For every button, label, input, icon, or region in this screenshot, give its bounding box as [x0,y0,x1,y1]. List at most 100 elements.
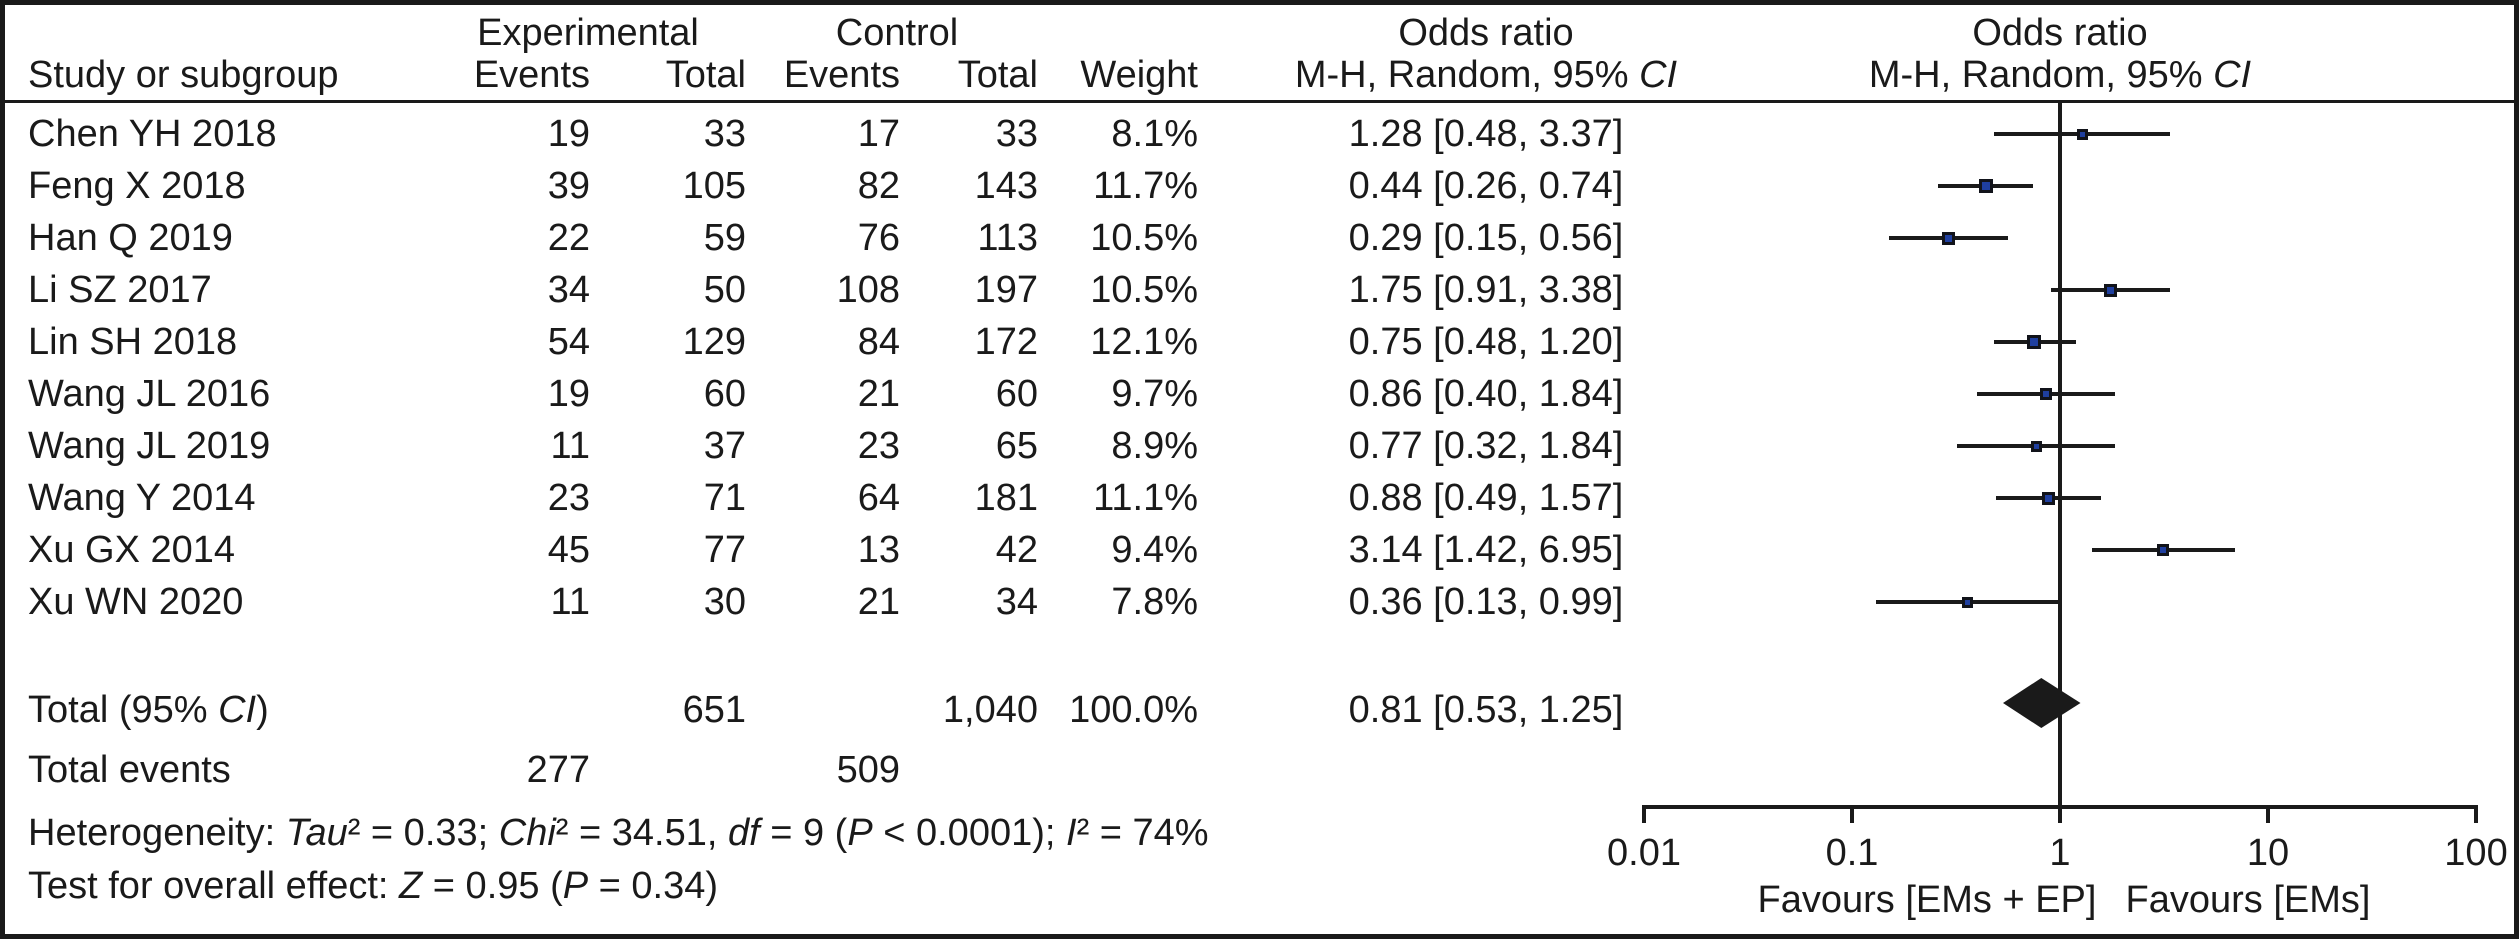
or-point-square [2157,544,2170,556]
total-events-label: Total events [28,744,448,796]
total-weight: 100.0% [1069,689,1198,731]
total-control: 113 [977,217,1038,259]
text-segment: P [562,865,589,907]
weight: 11.7% [1093,165,1198,207]
total-control: 60 [995,373,1038,415]
total-events-control: 509 [836,749,900,791]
weight: 11.1% [1093,477,1198,519]
events-experimental: 39 [547,165,590,207]
total-experimental: 71 [703,477,746,519]
events-control: 13 [857,529,900,571]
or-point-square [2030,440,2042,452]
text-segment: Z [399,865,423,907]
weight: 10.5% [1090,217,1198,259]
x-axis-tick-label: 0.1 [1825,832,1879,874]
or-ci-text: 0.29 [0.15, 0.56] [1348,217,1624,259]
total-control: 181 [974,477,1038,519]
overall-effect-stats: Test for overall effect: Z = 0.95 (P = 0… [28,860,718,912]
events-control: 21 [857,373,900,415]
total-row-label: Total (95% CI) [28,684,448,736]
column-header-events-control: Events [783,54,900,96]
events-control: 21 [857,581,900,623]
total-experimental: 33 [703,113,746,155]
x-axis-tick [2474,805,2478,823]
text-segment: I [1066,812,1077,854]
total-control: 65 [995,425,1038,467]
or-point-square [1962,596,1974,608]
column-header-weight: Weight [1080,54,1198,96]
heterogeneity-stats: Heterogeneity: Tau² = 0.33; Chi² = 34.51… [28,807,1209,859]
events-control: 82 [857,165,900,207]
favours-right-label: Favours [EMs] [2125,879,2371,921]
total-control: 143 [974,165,1038,207]
events-control: 17 [857,113,900,155]
text-segment: < 0.0001); [872,812,1066,854]
odds-ratio-title-left: Odds ratio [1398,12,1574,54]
text-segment: Total events [28,749,231,791]
weight: 8.9% [1111,425,1198,467]
events-control: 23 [857,425,900,467]
text-segment: ² = 74% [1076,812,1209,854]
total-experimental: 37 [703,425,746,467]
or-point-square [2040,388,2053,400]
total-experimental: 50 [703,269,746,311]
study-name: Xu GX 2014 [28,529,236,571]
text-segment: Tau [285,812,348,854]
study-name: Wang JL 2016 [28,373,271,415]
weight: 9.4% [1111,529,1198,571]
total-control: 42 [995,529,1038,571]
or-point-square [2027,335,2041,349]
events-control: 84 [857,321,900,363]
text-segment: = 9 ( [759,812,848,854]
or-ci-text: 0.77 [0.32, 1.84] [1348,425,1624,467]
or-ci-text: 0.44 [0.26, 0.74] [1348,165,1624,207]
events-experimental: 23 [547,477,590,519]
text-segment: ² = 0.33; [347,812,499,854]
weight: 7.8% [1111,581,1198,623]
favours-left-label: Favours [EMs + EP] [1757,879,2097,921]
x-axis-tick [1642,805,1646,823]
text-segment: CI [218,689,257,731]
x-axis-tick [1850,805,1854,823]
or-ci-text: 1.75 [0.91, 3.38] [1348,269,1624,311]
total-experimental: 60 [703,373,746,415]
total-experimental: 77 [703,529,746,571]
text-segment: Total (95% [28,689,219,731]
pooled-diamond [2002,678,2081,728]
events-experimental: 22 [547,217,590,259]
text-segment: df [727,812,760,854]
x-axis-tick-label: 100 [2444,832,2508,874]
or-point-square [1941,231,1955,245]
study-name: Feng X 2018 [28,165,246,207]
text-segment: Test for overall effect: [28,865,400,907]
header-separator-line [0,100,2519,103]
text-segment: Chi [498,812,556,854]
column-header-total-experimental: Total [665,54,746,96]
events-experimental: 54 [547,321,590,363]
weight: 12.1% [1090,321,1198,363]
x-axis-tick [2058,805,2062,823]
total-events-experimental: 277 [526,749,590,791]
study-name: Han Q 2019 [28,217,233,259]
total-experimental: 30 [703,581,746,623]
total-control-n: 1,040 [942,689,1038,731]
events-experimental: 34 [547,269,590,311]
no-effect-line [2058,103,2062,809]
text-segment: ² = 34.51, [555,812,728,854]
or-ci-text: 0.75 [0.48, 1.20] [1348,321,1624,363]
weight: 9.7% [1111,373,1198,415]
x-axis-tick [2266,805,2270,823]
or-point-square [2104,283,2118,297]
or-ci-text: 0.88 [0.49, 1.57] [1348,477,1624,519]
total-experimental: 129 [682,321,746,363]
total-experimental: 59 [703,217,746,259]
odds-ratio-title-right: Odds ratio [1972,12,2148,54]
text-segment: CI [1639,54,1678,96]
text-segment: = 0.95 ( [422,865,563,907]
events-experimental: 11 [550,581,590,623]
text-segment: M-H, Random, 95% [1294,54,1640,96]
x-axis-tick-label: 10 [2246,832,2290,874]
weight: 8.1% [1111,113,1198,155]
column-group-control: Control [835,12,959,54]
